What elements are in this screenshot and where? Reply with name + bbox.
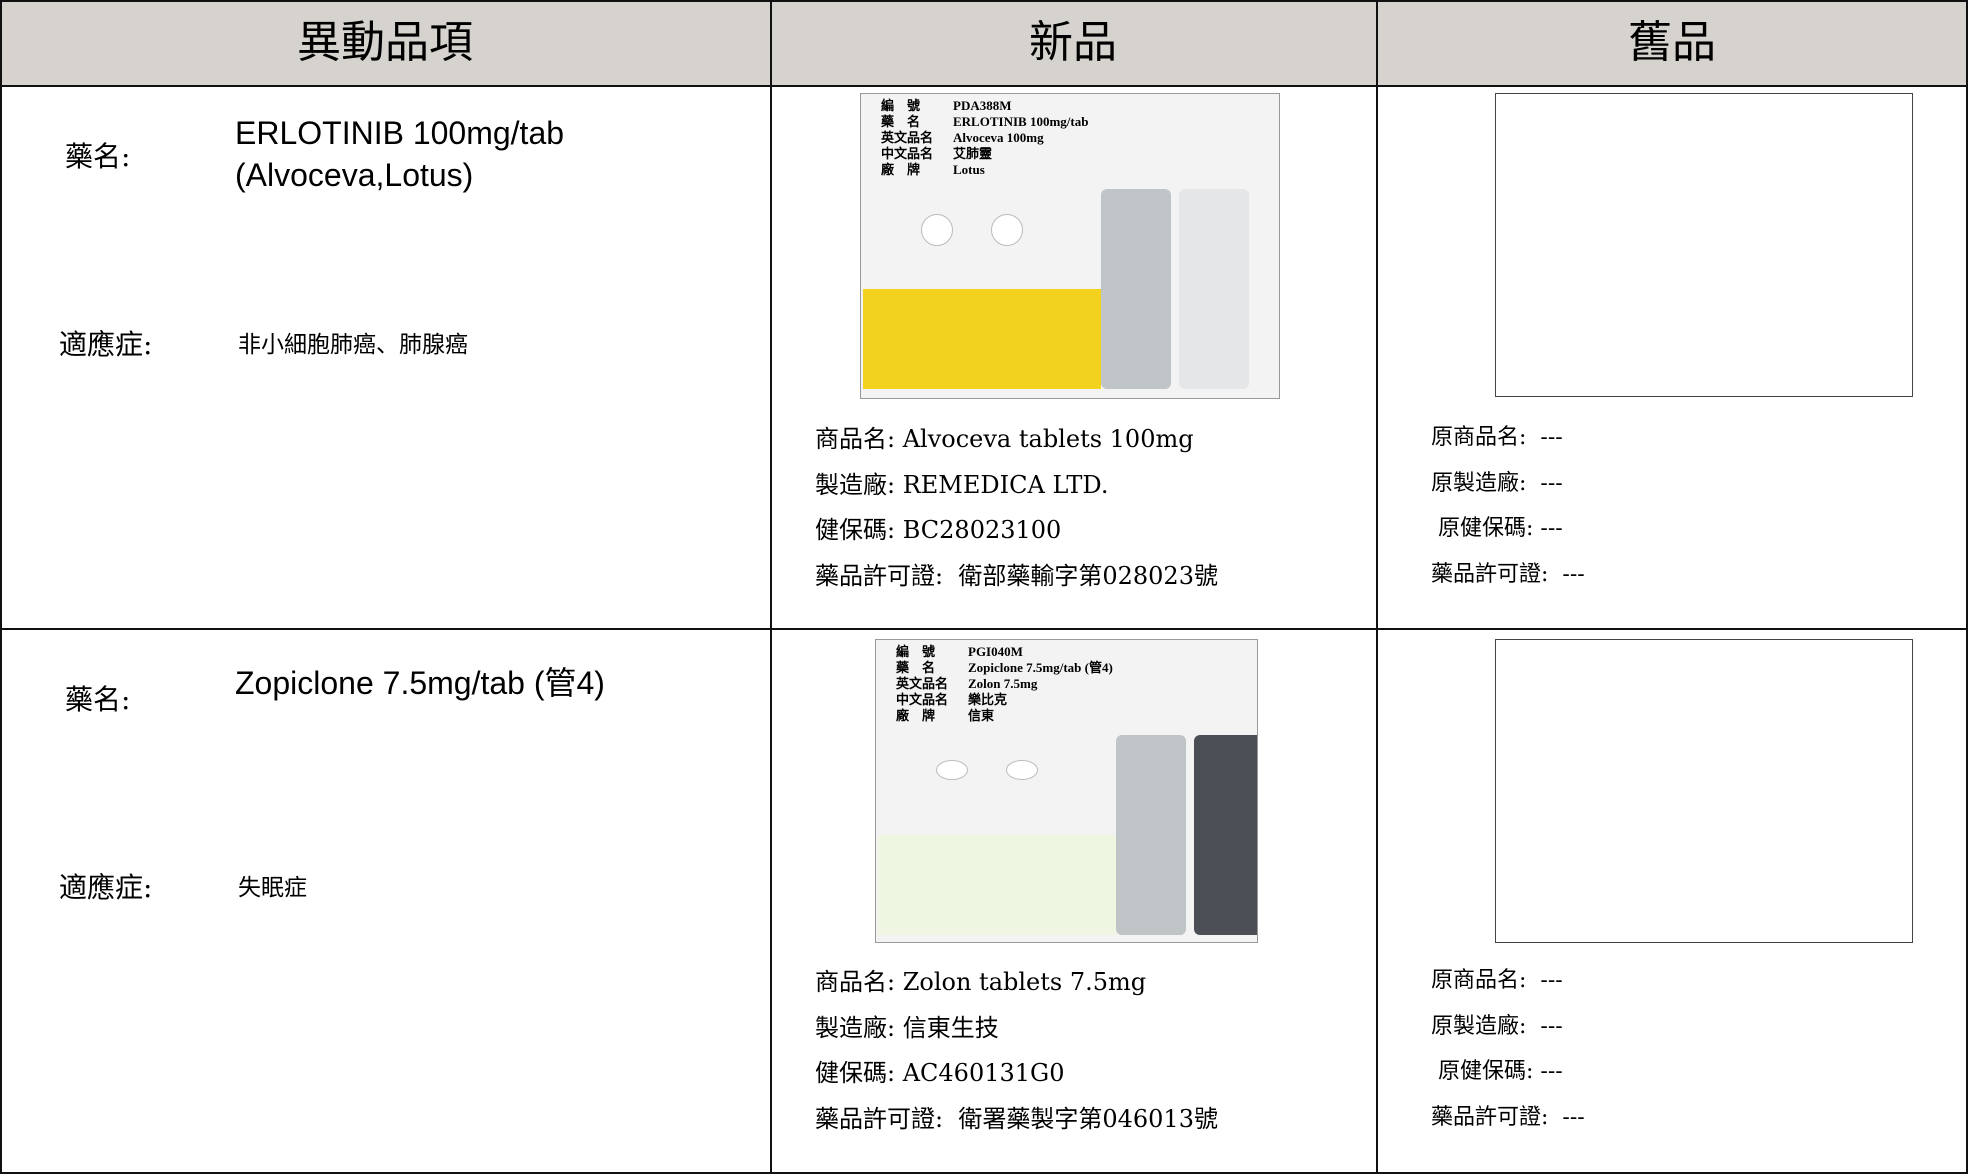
grid-line: [0, 628, 1968, 630]
drug-label: 藥名:: [65, 140, 131, 173]
image-label-text: Zopiclone 7.5mg/tab (管4): [968, 660, 1113, 675]
grid-line: [1376, 0, 1378, 1174]
old-info: 藥品許可證: ---: [1431, 561, 1585, 587]
old-info: 原製造廠: ---: [1431, 1013, 1563, 1039]
image-label-text: 廠 牌: [881, 162, 921, 177]
image-label-text: Zolon 7.5mg: [968, 676, 1038, 691]
new-info: 健保碼: AC460131G0: [815, 1059, 1065, 1087]
drug-label: 藥名:: [65, 683, 131, 716]
old-info: 原製造廠: ---: [1431, 470, 1563, 496]
grid-line: [770, 0, 772, 1174]
indication: 非小細胞肺癌、肺腺癌: [238, 332, 468, 358]
grid-line: [0, 0, 1968, 2]
tablet: [921, 214, 953, 246]
header-cell: [0, 0, 770, 85]
old-info: 藥品許可證: ---: [1431, 1104, 1585, 1130]
tablet: [991, 214, 1023, 246]
new-info: 製造廠: 信東生技: [815, 1013, 999, 1042]
header-cell: [770, 0, 1376, 85]
image-label-text: 廠 牌: [896, 708, 936, 723]
header-text: 異動品項: [297, 17, 473, 68]
image-label-text: 中文品名: [896, 692, 949, 707]
grid-line: [0, 85, 1968, 87]
image-label-text: 藥 名: [896, 660, 936, 675]
tablet: [936, 760, 968, 780]
tablet: [1006, 760, 1038, 780]
grid-line: [0, 1172, 1968, 1174]
new-info: 藥品許可證: 衛署藥製字第046013號: [815, 1104, 1218, 1133]
drug-name: (Alvoceva,Lotus): [235, 157, 474, 193]
drug-name: Zopiclone 7.5mg/tab (管4): [235, 665, 605, 701]
grid-line: [1966, 0, 1968, 1174]
image-label-text: Alvoceva 100mg: [953, 130, 1044, 145]
image-label-text: 艾肺靈: [953, 146, 993, 161]
blister-pack: [1194, 735, 1257, 935]
image-label-text: 英文品名: [896, 676, 949, 691]
header-text: 舊品: [1628, 17, 1716, 68]
image-label-text: ERLOTINIB 100mg/tab: [953, 114, 1089, 129]
header-text: 新品: [1029, 17, 1117, 68]
product-image: 編 號 PDA388M 藥 名 ERLOTINIB 100mg/tab 英文品名 Alvo…: [860, 93, 1280, 399]
new-info: 藥品許可證: 衛部藥輸字第028023號: [815, 561, 1218, 590]
new-info: 商品名: Alvoceva tablets 100mg: [815, 425, 1194, 453]
package-box: [863, 289, 1101, 389]
image-label-text: Lotus: [953, 162, 985, 177]
image-label-text: PDA388M: [953, 98, 1012, 113]
image-label-text: 信東: [968, 708, 995, 723]
old-info: 原商品名: ---: [1431, 968, 1563, 993]
old-info: 原商品名: ---: [1431, 425, 1563, 450]
new-info: 製造廠: REMEDICA LTD.: [815, 470, 1109, 499]
old-image-box: [1495, 93, 1913, 397]
new-info: 健保碼: BC28023100: [815, 516, 1062, 544]
old-info: 原健保碼: ---: [1431, 1059, 1563, 1084]
drug-name: ERLOTINIB 100mg/tab: [235, 115, 565, 151]
blister-pack: [1179, 189, 1249, 389]
new-info: 商品名: Zolon tablets 7.5mg: [815, 968, 1147, 996]
indication-label: 適應症:: [59, 871, 153, 904]
old-image-box: [1495, 639, 1913, 943]
image-label-text: 英文品名: [881, 130, 934, 145]
indication-label: 適應症:: [59, 328, 153, 361]
header-cell: [1376, 0, 1968, 85]
old-info: 原健保碼: ---: [1431, 516, 1563, 541]
image-label-text: 樂比克: [968, 692, 1008, 707]
image-label-text: 藥 名: [881, 114, 921, 129]
product-image: 編 號 PGI040M 藥 名 Zopiclone 7.5mg/tab (管4) 英文品…: [875, 639, 1258, 943]
package-box: [878, 835, 1116, 935]
image-label-text: PGI040M: [968, 644, 1023, 659]
grid-line: [0, 0, 2, 1174]
image-label-text: 編 號: [896, 644, 936, 659]
image-label-text: 編 號: [881, 98, 921, 113]
blister-pack: [1101, 189, 1171, 389]
image-label-text: 中文品名: [881, 146, 934, 161]
indication: 失眠症: [238, 875, 307, 901]
blister-pack: [1116, 735, 1186, 935]
